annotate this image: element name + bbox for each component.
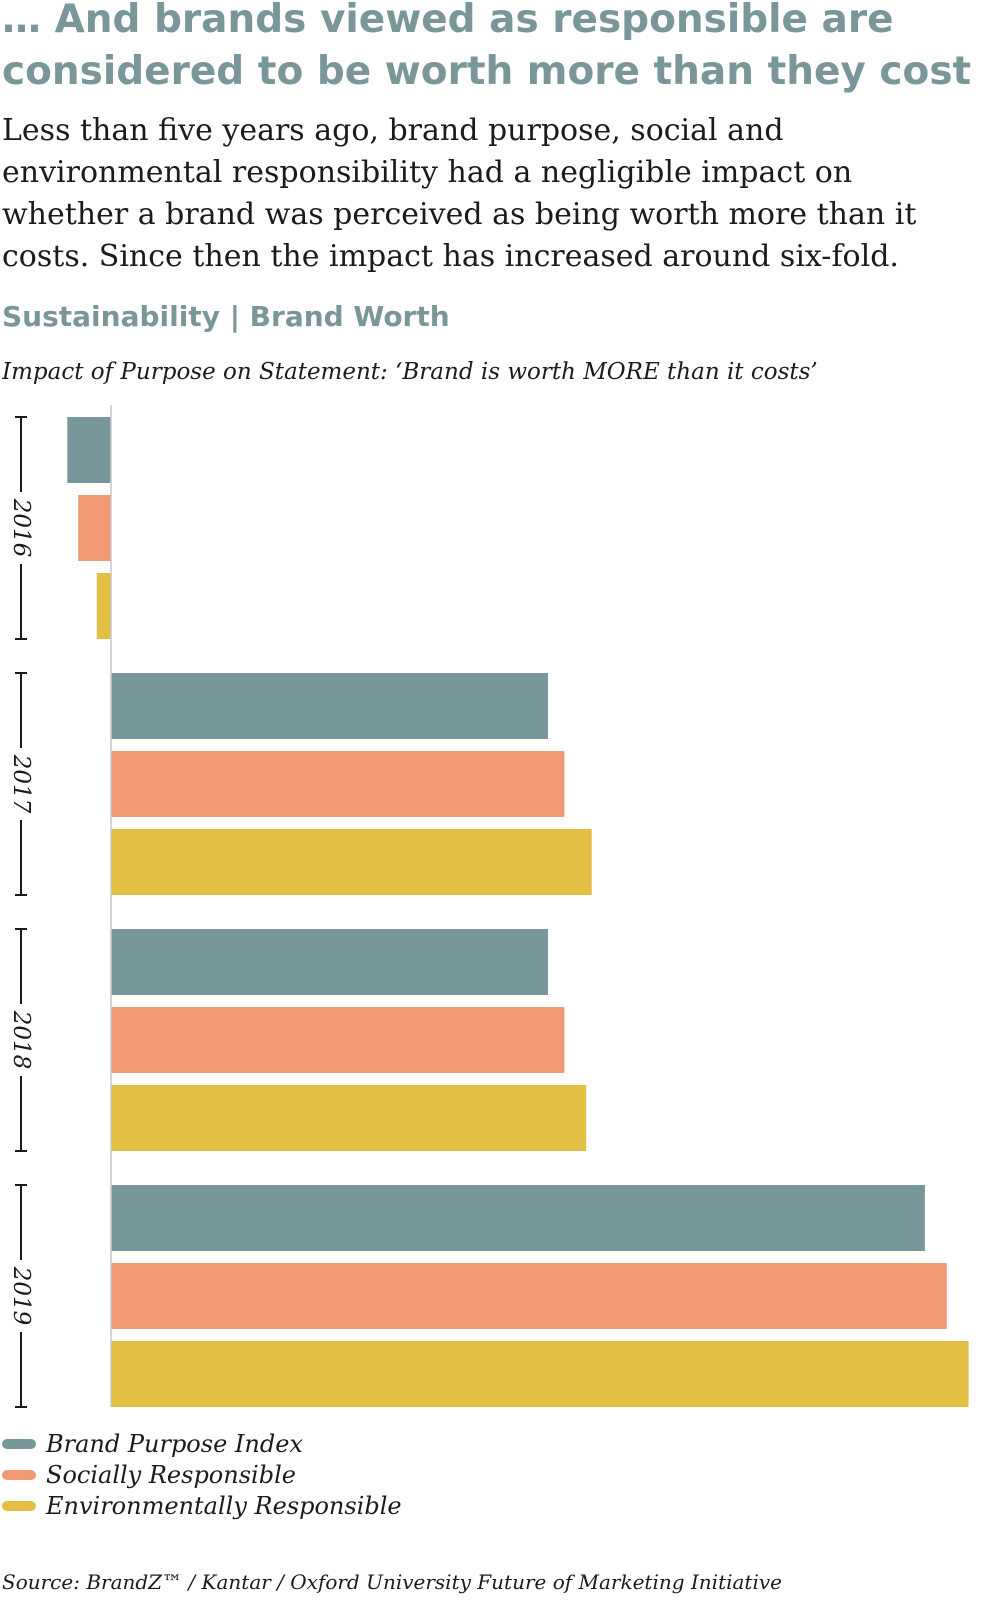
legend-label: Brand Purpose Index: [46, 1429, 303, 1458]
legend-label: Socially Responsible: [46, 1460, 296, 1489]
year-bracket: [15, 1184, 27, 1408]
year-label: 2016: [8, 498, 34, 558]
year-label: 2017: [8, 754, 34, 814]
legend-label: Environmentally Responsible: [46, 1491, 402, 1520]
bar-brand-purpose-index-2016: [67, 417, 111, 483]
intro-line: environmental responsibility had a negli…: [2, 155, 853, 190]
title-line: considered to be worth more than they co…: [2, 49, 972, 94]
bar-brand-purpose-index-2017: [111, 673, 548, 739]
year-label: 2018: [8, 1010, 34, 1070]
intro-line: whether a brand was perceived as being w…: [2, 197, 917, 232]
section-label: Sustainability | Brand Worth: [2, 300, 450, 333]
source-note: Source: BrandZ™ / Kantar / Oxford Univer…: [2, 1570, 782, 1594]
chart-title: Impact of Purpose on Statement: ‘Brand i…: [2, 359, 818, 385]
title-line: … And brands viewed as responsible are: [2, 0, 894, 42]
bar-environmentally-responsible-2016: [96, 573, 111, 639]
legend-swatch: [2, 1438, 36, 1449]
bar-brand-purpose-index-2018: [111, 929, 548, 995]
bar-socially-responsible-2018: [111, 1007, 565, 1073]
bar-chart: 2016 2017 2018 2019: [8, 405, 969, 1408]
legend-item: Environmentally Responsible: [2, 1490, 402, 1521]
page-title: … And brands viewed as responsible are c…: [2, 0, 982, 98]
legend-item: Brand Purpose Index: [2, 1428, 402, 1459]
intro-paragraph: Less than five years ago, brand purpose,…: [2, 110, 982, 278]
chart-legend: Brand Purpose Index Socially Responsible…: [2, 1428, 402, 1521]
bar-environmentally-responsible-2018: [111, 1085, 587, 1151]
bar-socially-responsible-2017: [111, 751, 565, 817]
bar-socially-responsible-2016: [78, 495, 111, 561]
bar-socially-responsible-2019: [111, 1263, 947, 1329]
year-bracket: [15, 416, 27, 640]
legend-swatch: [2, 1469, 36, 1480]
bar-environmentally-responsible-2017: [111, 829, 592, 895]
intro-line: costs. Since then the impact has increas…: [2, 239, 899, 274]
year-bracket: [15, 928, 27, 1152]
intro-line: Less than five years ago, brand purpose,…: [2, 113, 784, 148]
year-label: 2019: [8, 1266, 34, 1326]
legend-item: Socially Responsible: [2, 1459, 402, 1490]
bar-environmentally-responsible-2019: [111, 1341, 969, 1407]
year-bracket: [15, 672, 27, 896]
legend-swatch: [2, 1500, 36, 1511]
bar-brand-purpose-index-2019: [111, 1185, 925, 1251]
